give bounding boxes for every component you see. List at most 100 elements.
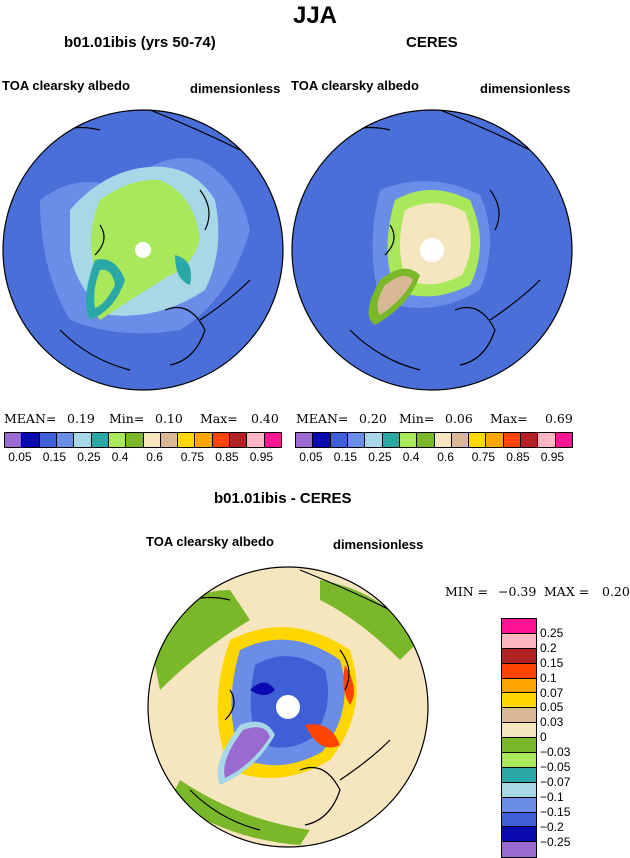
colorbar-tick-label: 0.85 xyxy=(215,450,239,464)
colorbar-swatch xyxy=(502,797,536,813)
colorbar-swatch xyxy=(502,738,536,754)
colorbar-swatch xyxy=(417,433,435,447)
diff-min-label: MIN = xyxy=(445,584,489,599)
colorbar-swatch xyxy=(264,433,281,447)
colorbar-swatch xyxy=(486,433,504,447)
colorbar-swatch xyxy=(502,767,536,783)
colorbar-tick-label: 0.75 xyxy=(180,450,205,464)
panel2-mean: 0.20 xyxy=(359,411,387,426)
colorbar-swatch xyxy=(502,827,536,843)
colorbar-swatch xyxy=(502,753,536,768)
panel2-min: 0.06 xyxy=(445,411,473,426)
colorbar-swatch xyxy=(126,433,144,447)
colorbar-swatch xyxy=(502,633,536,649)
colorbar-swatch xyxy=(74,433,92,447)
panel2-mean-label: MEAN= xyxy=(296,411,349,426)
colorbar-swatch xyxy=(178,433,196,447)
diff-max-label: MAX = xyxy=(544,584,590,599)
colorbar-tick-label: 0.25 xyxy=(540,625,564,640)
colorbar-tick-label: 0 xyxy=(540,730,547,745)
colorbar-swatch xyxy=(195,433,213,447)
panel1-max: 0.40 xyxy=(251,411,279,426)
colorbar-tick-label: −0.2 xyxy=(540,819,564,834)
colorbar-swatch xyxy=(313,433,331,447)
colorbar-tick-label: 0.95 xyxy=(540,450,565,464)
colorbar-tick-label: −0.15 xyxy=(540,804,571,819)
colorbar-swatch xyxy=(521,433,539,447)
colorbar-swatch xyxy=(502,782,536,798)
colorbar-tick-label: 0.25 xyxy=(368,450,392,464)
colorbar-swatch xyxy=(212,433,231,447)
colorbar-swatch xyxy=(469,433,487,447)
colorbar-swatch xyxy=(143,433,161,447)
panel1-mean: 0.19 xyxy=(67,411,95,426)
colorbar-swatch xyxy=(502,619,536,634)
panel2-units: dimensionless xyxy=(480,81,571,96)
colorbar-tick-label: 0.95 xyxy=(249,450,274,464)
colorbar-tick-label: 0.03 xyxy=(540,715,564,730)
diff-max: 0.20 xyxy=(602,584,630,599)
colorbar-swatch xyxy=(160,433,179,447)
diff-variable: TOA clearsky albedo xyxy=(146,534,274,549)
panel1-colorbar xyxy=(4,432,282,448)
panel1-mean-label: MEAN= xyxy=(4,411,57,426)
colorbar-swatch xyxy=(5,433,23,447)
colorbar-swatch xyxy=(503,433,522,447)
colorbar-swatch xyxy=(247,433,265,447)
colorbar-swatch xyxy=(365,433,383,447)
colorbar-tick-label: −0.07 xyxy=(540,774,571,789)
panel2-title: CERES xyxy=(406,34,458,51)
colorbar-swatch xyxy=(434,433,452,447)
diff-min: −0.39 xyxy=(498,584,537,599)
colorbar-swatch xyxy=(502,842,536,858)
colorbar-swatch xyxy=(555,433,572,447)
panel2-map xyxy=(292,110,572,390)
diff-map xyxy=(148,567,428,847)
colorbar-swatch xyxy=(502,648,536,664)
colorbar-tick-label: −0.1 xyxy=(540,789,564,804)
colorbar-swatch xyxy=(502,693,536,709)
colorbar-tick-label: 0.6 xyxy=(146,450,163,464)
panel1-variable: TOA clearsky albedo xyxy=(2,78,130,93)
panel1-min: 0.10 xyxy=(155,411,183,426)
colorbar-swatch xyxy=(39,433,57,447)
colorbar-tick-label: −0.03 xyxy=(540,745,571,760)
colorbar-swatch xyxy=(22,433,40,447)
colorbar-swatch xyxy=(56,433,75,447)
colorbar-tick-label: 0.07 xyxy=(540,685,564,700)
colorbar-swatch xyxy=(502,723,536,739)
colorbar-swatch xyxy=(91,433,109,447)
colorbar-swatch xyxy=(502,678,536,694)
panel1-title: b01.01ibis (yrs 50-74) xyxy=(64,34,216,51)
figure-title: JJA xyxy=(292,2,338,29)
colorbar-tick-label: 0.85 xyxy=(506,450,530,464)
colorbar-tick-label: 0.15 xyxy=(333,450,358,464)
colorbar-swatch xyxy=(502,812,536,828)
colorbar-tick-label: 0.05 xyxy=(299,450,323,464)
colorbar-swatch xyxy=(330,433,348,447)
colorbar-tick-label: 0.15 xyxy=(42,450,67,464)
colorbar-swatch xyxy=(538,433,556,447)
panel2-colorbar xyxy=(295,432,573,448)
colorbar-tick-label: −0.05 xyxy=(540,760,571,774)
colorbar-swatch xyxy=(382,433,400,447)
colorbar-tick-label: 0.1 xyxy=(540,670,557,685)
panel1-units: dimensionless xyxy=(190,81,281,96)
colorbar-tick-label: 0.75 xyxy=(471,450,496,464)
colorbar-tick-label: 0.05 xyxy=(540,700,564,715)
colorbar-swatch xyxy=(451,433,470,447)
colorbar-swatch xyxy=(502,663,536,679)
colorbar-swatch xyxy=(347,433,366,447)
colorbar-tick-label: 0.6 xyxy=(437,450,454,464)
colorbar-swatch xyxy=(230,433,248,447)
colorbar-tick-label: 0.4 xyxy=(111,450,129,464)
colorbar-tick-label: 0.4 xyxy=(402,450,420,464)
colorbar-swatch xyxy=(296,433,314,447)
colorbar-tick-label: −0.25 xyxy=(540,834,571,849)
colorbar-swatch xyxy=(108,433,127,447)
panel2-min-label: Min= xyxy=(399,411,435,426)
panel1-max-label: Max= xyxy=(200,411,238,426)
panel1-map xyxy=(3,110,283,390)
colorbar-tick-label: 0.15 xyxy=(540,655,564,670)
